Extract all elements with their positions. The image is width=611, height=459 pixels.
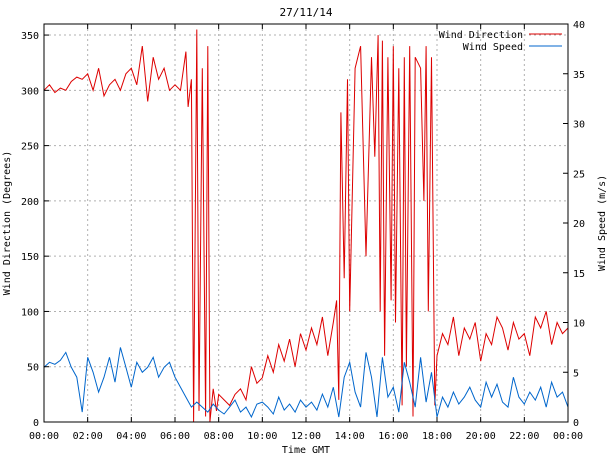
legend-speed-label: Wind Speed [463, 42, 523, 53]
chart-title: 27/11/14 [280, 6, 333, 19]
x-tick-label: 22:00 [509, 431, 539, 442]
y-right-tick-label: 5 [573, 368, 579, 379]
axis-ticks: 00:00 02:00 04:00 06:00 08:00 10:00 12:00 14:00… [21, 20, 585, 442]
y-left-tick-label: 200 [21, 197, 39, 208]
y-right-tick-label: 15 [573, 269, 585, 280]
y-axis-left-label: Wind Direction (Degrees) [2, 151, 13, 296]
x-axis-label: Time GMT [282, 445, 330, 456]
legend-direction-label: Wind Direction [439, 30, 523, 41]
y-left-tick-label: 50 [27, 363, 39, 374]
x-tick-label: 14:00 [335, 431, 365, 442]
y-right-tick-label: 30 [573, 120, 585, 131]
y-right-tick-label: 20 [573, 219, 585, 230]
y-right-tick-label: 0 [573, 418, 579, 429]
y-left-tick-label: 150 [21, 252, 39, 263]
y-left-tick-label: 350 [21, 31, 39, 42]
y-right-tick-label: 35 [573, 70, 585, 81]
grid-lines [44, 24, 568, 422]
x-tick-label: 08:00 [204, 431, 234, 442]
x-tick-label: 04:00 [116, 431, 146, 442]
y-left-tick-label: 300 [21, 86, 39, 97]
wind-direction-series-line [43, 29, 569, 423]
series-lines [43, 29, 569, 423]
x-tick-label: 06:00 [160, 431, 190, 442]
y-left-tick-label: 100 [21, 307, 39, 318]
y-right-tick-label: 40 [573, 20, 585, 31]
y-left-tick-label: 250 [21, 142, 39, 153]
y-axis-right-label: Wind Speed (m/s) [597, 175, 608, 271]
x-tick-label: 10:00 [247, 431, 277, 442]
legend: Wind Direction Wind Speed [439, 30, 562, 53]
x-tick-label: 02:00 [73, 431, 103, 442]
y-right-tick-label: 10 [573, 319, 585, 330]
x-tick-label: 00:00 [29, 431, 59, 442]
x-tick-label: 00:00 [553, 431, 583, 442]
x-tick-label: 16:00 [378, 431, 408, 442]
x-tick-label: 20:00 [466, 431, 496, 442]
y-left-tick-label: 0 [33, 418, 39, 429]
wind-speed-series-line [43, 347, 569, 419]
x-tick-label: 18:00 [422, 431, 452, 442]
y-right-tick-label: 25 [573, 169, 585, 180]
x-tick-label: 12:00 [291, 431, 321, 442]
